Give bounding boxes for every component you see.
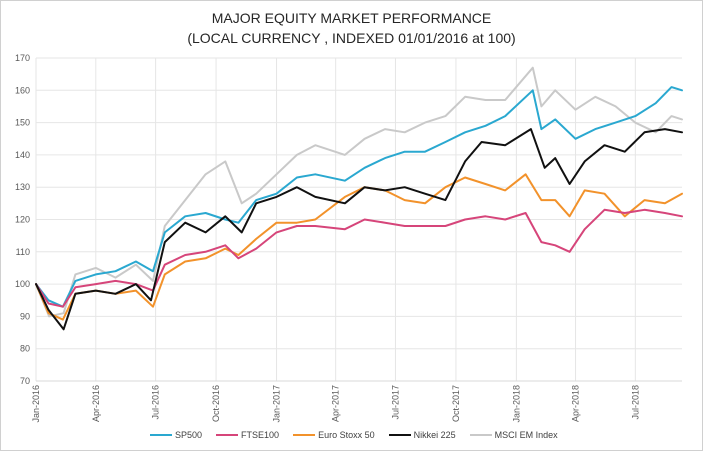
series-lines — [35, 66, 683, 331]
legend-swatch — [388, 434, 411, 436]
x-tick-label: Oct-2017 — [451, 385, 461, 422]
legend-label: MSCI EM Index — [494, 430, 558, 440]
legend-swatch — [216, 434, 239, 436]
legend-swatch — [150, 434, 172, 436]
legend: SP500 FTSE100 Euro Stoxx 50 Nikkei 225 MSCI … — [150, 428, 572, 442]
series-line-sp500 — [35, 86, 683, 308]
x-tick-label: Jul-2018 — [630, 385, 640, 420]
gridlines — [35, 57, 682, 382]
x-tick-label: Oct-2016 — [211, 385, 221, 422]
y-tick-label: 170 — [15, 53, 30, 63]
legend-item: MSCI EM Index — [469, 430, 558, 440]
y-tick-label: 100 — [15, 279, 30, 289]
legend-label: SP500 — [175, 430, 203, 440]
y-axis: 70 80 90 100 110 120 130 140 150 160 170 — [15, 53, 30, 386]
y-tick-label: 120 — [15, 215, 30, 225]
x-tick-label: Jan-2017 — [272, 385, 282, 423]
legend-item: FTSE100 — [216, 430, 279, 440]
x-tick-label: Jan-2016 — [31, 385, 41, 423]
y-tick-label: 80 — [20, 344, 30, 354]
x-tick-label: Jul-2017 — [390, 385, 400, 420]
series-line-ftse100 — [35, 208, 683, 308]
x-tick-label: Apr-2017 — [331, 385, 341, 422]
y-tick-label: 160 — [15, 85, 30, 95]
x-tick-label: Jul-2016 — [151, 385, 161, 420]
y-tick-label: 110 — [16, 247, 30, 257]
x-tick-label: Apr-2016 — [91, 385, 101, 422]
legend-label: Nikkei 225 — [413, 430, 456, 440]
x-axis: Jan-2016 Apr-2016 Jul-2016 Oct-2016 Jan-2017… — [31, 380, 682, 423]
legend-label: FTSE100 — [241, 430, 280, 440]
y-tick-label: 140 — [15, 150, 30, 160]
legend-item: SP500 — [150, 430, 202, 440]
legend-item: Nikkei 225 — [388, 430, 456, 440]
x-tick-label: Jan-2018 — [511, 385, 521, 423]
legend-label: Euro Stoxx 50 — [318, 430, 375, 440]
chart-subtitle: (LOCAL CURRENCY , INDEXED 01/01/2016 at … — [187, 30, 516, 46]
legend-swatch — [293, 434, 316, 436]
legend-swatch — [469, 434, 492, 436]
legend-item: Euro Stoxx 50 — [293, 430, 375, 440]
y-tick-label: 90 — [20, 311, 30, 321]
y-tick-label: 150 — [15, 118, 30, 128]
series-line-msci-em-index — [35, 66, 683, 318]
x-tick-label: Apr-2018 — [571, 385, 581, 422]
chart-title: MAJOR EQUITY MARKET PERFORMANCE — [211, 10, 492, 26]
y-tick-label: 130 — [15, 182, 30, 192]
series-line-euro-stoxx-50 — [35, 173, 683, 321]
series-line-nikkei-225 — [35, 128, 683, 331]
y-tick-label: 70 — [20, 376, 30, 386]
